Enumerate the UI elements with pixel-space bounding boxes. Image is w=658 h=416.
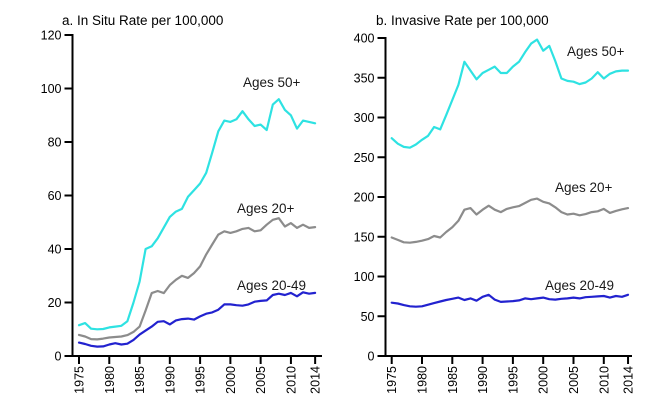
- chart-panel-in-situ: a. In Situ Rate per 100,000 0 20 40 60 80 100…: [41, 13, 323, 394]
- series-line-ages-20-49: [390, 293, 630, 308]
- x-tick-label: 2000: [537, 366, 551, 394]
- x-tick-label: 1975: [385, 366, 399, 394]
- x-tick-label: 1975: [73, 366, 87, 394]
- y-tick-label: 100: [354, 270, 375, 284]
- x-tick-label: 1995: [194, 366, 208, 394]
- series-line-ages-20: [77, 217, 317, 341]
- series-label-ages-50: Ages 50+: [243, 75, 301, 90]
- x-tick-label: 2010: [597, 366, 611, 394]
- y-tick-label: 50: [361, 310, 375, 324]
- y-tick-label: 20: [48, 296, 62, 310]
- series-line-ages-50: [77, 98, 317, 331]
- series-line-ages-50: [390, 38, 630, 149]
- invasive-chart-canvas: b. Invasive Rate per 100,000 0 50 100 150 20…: [354, 13, 636, 394]
- y-tick-label: 40: [48, 243, 62, 257]
- x-tick-label: 2014: [622, 366, 636, 394]
- x-tick-label: 1990: [163, 366, 177, 394]
- x-tick-label: 1980: [416, 366, 430, 394]
- x-tick-label: 2005: [567, 366, 581, 394]
- x-tick-label: 2000: [224, 366, 238, 394]
- y-tick-label: 80: [48, 136, 62, 150]
- y-tick-label: 0: [55, 350, 62, 364]
- series-label-ages-20: Ages 20+: [237, 201, 295, 216]
- series-label-ages-20: Ages 20+: [555, 180, 613, 195]
- y-tick-label: 350: [354, 71, 375, 85]
- x-tick-label: 2005: [254, 366, 268, 394]
- x-tick-label: 2010: [284, 366, 298, 394]
- series-label-ages-20-49: Ages 20-49: [237, 278, 306, 293]
- series-line-ages-20-49: [77, 291, 317, 348]
- chart-title-in-situ: a. In Situ Rate per 100,000: [62, 13, 223, 28]
- x-tick-label: 1985: [446, 366, 460, 394]
- chart-title-invasive: b. Invasive Rate per 100,000: [376, 13, 549, 28]
- y-tick-label: 300: [354, 111, 375, 125]
- series-label-ages-50: Ages 50+: [567, 44, 625, 59]
- y-tick-label: 400: [354, 32, 375, 46]
- y-tick-label: 150: [354, 230, 375, 244]
- chart-panel-invasive: b. Invasive Rate per 100,000 0 50 100 150 20…: [329, 0, 658, 416]
- y-tick-label: 200: [354, 191, 375, 205]
- x-tick-label: 1985: [133, 366, 147, 394]
- series-line-ages-20: [390, 197, 630, 244]
- y-tick-label: 100: [41, 82, 62, 96]
- y-tick-label: 60: [48, 189, 62, 203]
- y-tick-label: 250: [354, 151, 375, 165]
- y-tick-label: 120: [41, 29, 62, 43]
- in-situ-chart-canvas: a. In Situ Rate per 100,000 0 20 40 60 80 100…: [41, 13, 323, 394]
- x-tick-label: 1980: [103, 366, 117, 394]
- series-label-ages-20-49: Ages 20-49: [545, 278, 614, 293]
- x-tick-label: 1990: [476, 366, 490, 394]
- x-tick-label: 1995: [506, 366, 520, 394]
- y-tick-label: 0: [368, 350, 375, 364]
- x-tick-label: 2014: [309, 366, 323, 394]
